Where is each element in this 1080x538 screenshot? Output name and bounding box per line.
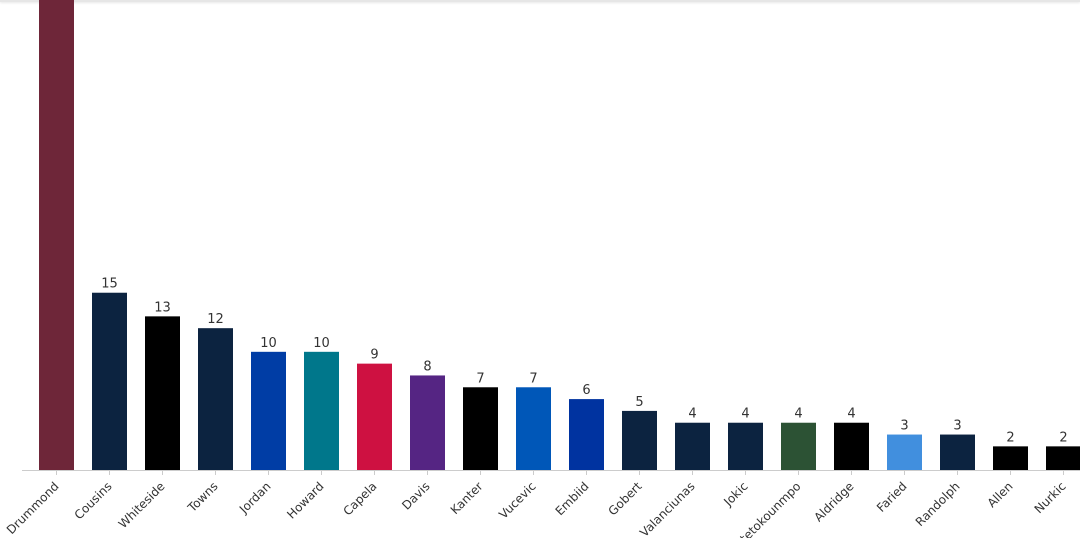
tick-label-howard: Howard	[284, 479, 326, 521]
tick-label-towns: Towns	[184, 479, 220, 515]
tick-label-cousins: Cousins	[72, 479, 115, 522]
data-label-faried: 3	[900, 419, 908, 434]
bar-whiteside[interactable]	[145, 316, 180, 470]
data-label-aldridge: 4	[847, 407, 855, 422]
bar-antetokounmpo[interactable]	[781, 422, 816, 470]
bar-randolph[interactable]	[940, 434, 975, 470]
bar-allen[interactable]	[993, 446, 1028, 470]
data-label-jordan: 10	[260, 336, 277, 351]
bars-group	[39, 0, 1080, 470]
data-label-davis: 8	[423, 359, 431, 374]
data-label-cousins: 15	[101, 277, 118, 292]
bar-faried[interactable]	[887, 434, 922, 470]
tick-label-capela: Capela	[340, 479, 379, 518]
bar-capela[interactable]	[357, 363, 392, 470]
data-label-howard: 10	[313, 336, 330, 351]
bar-jokic[interactable]	[728, 422, 763, 470]
value-labels-group: 15 13 12 10 10 9 8 7 7 6 5 4 4 4 4 3 3 2 2	[101, 277, 1067, 446]
data-label-randolph: 3	[953, 419, 961, 434]
tick-label-vucevic: Vucevic	[496, 479, 538, 521]
tick-label-faried: Faried	[874, 479, 910, 515]
tick-label-jordan: Jordan	[236, 479, 274, 517]
tick-label-gobert: Gobert	[606, 479, 645, 518]
bar-jordan[interactable]	[251, 351, 286, 470]
data-label-capela: 9	[370, 348, 378, 363]
tick-label-valanciunas: Valanciunas	[637, 479, 698, 538]
data-label-kanter: 7	[476, 371, 484, 386]
tick-label-aldridge: Aldridge	[811, 479, 856, 524]
data-label-allen: 2	[1006, 430, 1014, 445]
data-label-vucevic: 7	[529, 371, 537, 386]
bar-drummond[interactable]	[39, 0, 74, 470]
tick-label-allen: Allen	[985, 479, 1016, 510]
bar-vucevic[interactable]	[516, 387, 551, 470]
data-label-embiid: 6	[582, 383, 590, 398]
bar-towns[interactable]	[198, 328, 233, 470]
bar-gobert[interactable]	[622, 410, 657, 470]
data-label-nurkic: 2	[1059, 430, 1067, 445]
bar-aldridge[interactable]	[834, 422, 869, 470]
bar-kanter[interactable]	[463, 387, 498, 470]
tick-label-embiid: Embiid	[553, 479, 592, 518]
tick-label-kanter: Kanter	[448, 479, 486, 517]
top-border	[0, 0, 1080, 2]
tick-label-randolph: Randolph	[913, 479, 963, 529]
bar-valanciunas[interactable]	[675, 422, 710, 470]
x-axis-tick-labels: Drummond Cousins Whiteside Towns Jordan Howar…	[4, 479, 1069, 538]
data-label-whiteside: 13	[154, 300, 171, 315]
tick-label-davis: Davis	[399, 479, 432, 512]
data-label-valanciunas: 4	[688, 407, 696, 422]
bar-davis[interactable]	[410, 375, 445, 470]
data-label-antetokounmpo: 4	[794, 407, 802, 422]
tick-label-whiteside: Whiteside	[116, 479, 168, 531]
bar-howard[interactable]	[304, 351, 339, 470]
data-label-gobert: 5	[635, 395, 643, 410]
bar-embiid[interactable]	[569, 399, 604, 470]
tick-label-nurkic: Nurkic	[1032, 479, 1069, 516]
tick-label-drummond: Drummond	[4, 479, 62, 537]
tick-label-jokic: Jokic	[720, 479, 750, 509]
bar-nurkic[interactable]	[1046, 446, 1080, 470]
data-label-jokic: 4	[741, 407, 749, 422]
bar-cousins[interactable]	[92, 292, 127, 470]
x-axis-ticks	[56, 470, 1064, 475]
data-label-towns: 12	[207, 312, 224, 327]
